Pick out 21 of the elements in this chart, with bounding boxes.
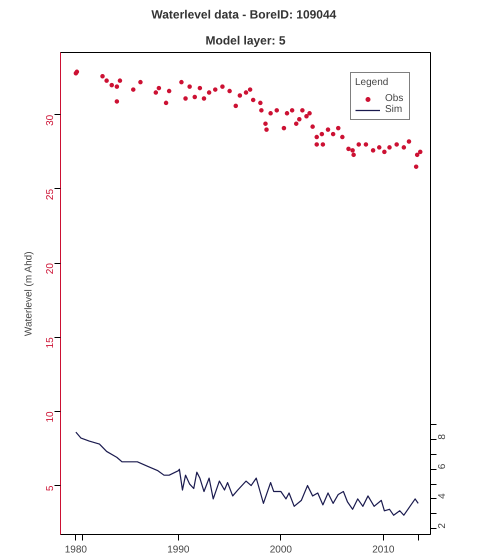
x-tick-label: 1990 [167,544,190,555]
chart-title: Waterlevel data - BoreID: 109044 [151,8,337,22]
x-tick-label: 2000 [270,544,292,555]
y-tick-label: 20 [45,262,56,274]
y-tick-label: 15 [45,336,56,348]
legend-label: Sim [385,104,404,115]
x-tick-label: 2010 [372,544,395,555]
y-tick-label: 30 [45,114,56,126]
y2-tick-label: 8 [437,434,448,440]
legend-title: Legend [355,77,390,88]
y2-tick-label: 2 [437,522,448,529]
y-tick-label: 10 [45,410,56,423]
legend-label: Obs [385,93,404,104]
line-series [75,432,419,516]
y-tick-label: 25 [45,188,56,200]
chart-subtitle: Model layer: 5 [205,34,286,48]
y2-tick-label: 4 [437,492,448,499]
y2-tick-label: 6 [437,463,448,470]
y-axis-title: Waterlevel (m Ahd) [24,251,34,336]
y-tick-label: 5 [45,485,56,492]
x-tick-label: 1980 [64,544,88,555]
